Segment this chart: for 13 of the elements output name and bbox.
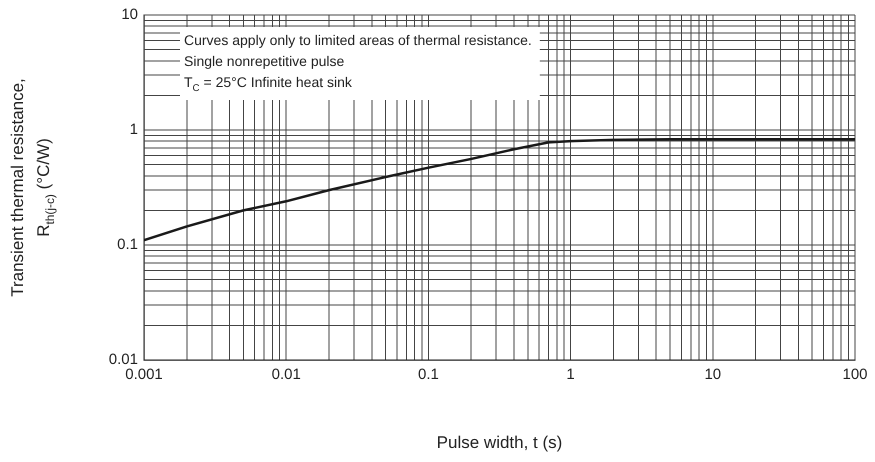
y-tick-label: 10: [121, 6, 138, 24]
x-tick-label: 1: [566, 366, 575, 384]
x-tick-label: 100: [842, 366, 868, 384]
x-tick-label: 0.01: [272, 366, 301, 384]
y-tick-label: 0.1: [117, 236, 138, 254]
y-tick-label: 1: [130, 121, 138, 138]
annotation: Single nonrepetitive pulse: [184, 53, 345, 69]
x-tick-label: 0.1: [418, 366, 439, 384]
y-tick-label: 0.01: [108, 351, 138, 368]
x-axis-title: Pulse width, t (s): [436, 433, 562, 452]
x-tick-label: 0.001: [125, 366, 163, 384]
x-tick-label: 10: [704, 366, 722, 384]
annotation: Curves apply only to limited areas of thermal resistance.: [184, 32, 532, 48]
